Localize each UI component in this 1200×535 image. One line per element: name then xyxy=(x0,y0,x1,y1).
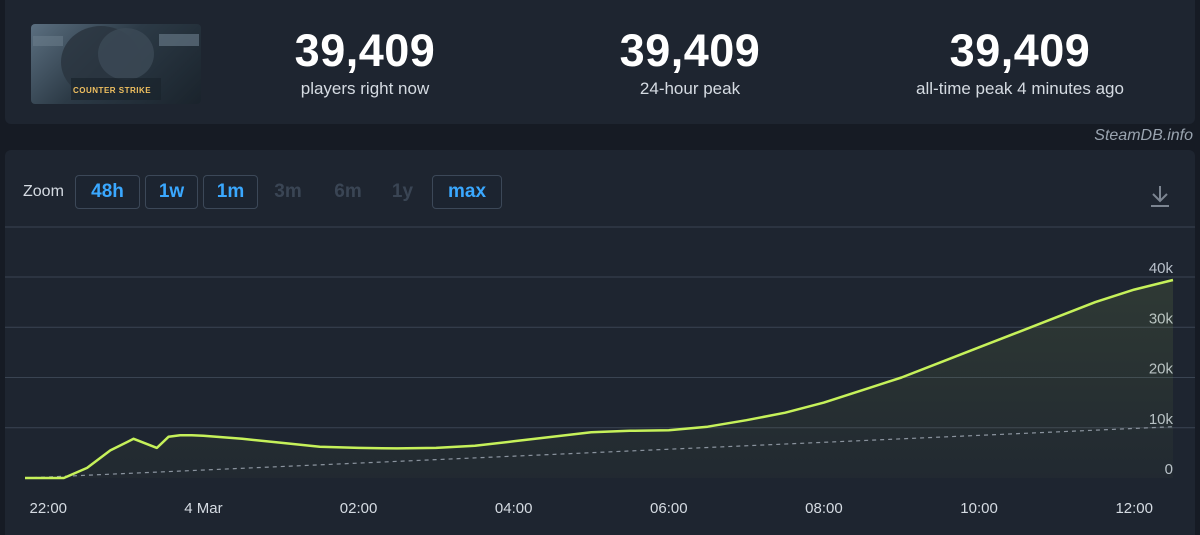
x-tick-label: 22:00 xyxy=(29,500,67,517)
x-tick-label: 06:00 xyxy=(650,500,688,517)
x-tick-label: 12:00 xyxy=(1115,500,1153,517)
download-icon[interactable] xyxy=(1149,184,1171,208)
stats-panel: COUNTER STRIKE 39,409 players right now … xyxy=(5,0,1195,124)
players-line xyxy=(25,278,1174,480)
stat-24h-peak: 39,409 24-hour peak xyxy=(585,26,795,100)
zoom-48h-button[interactable]: 48h xyxy=(75,175,140,209)
series-area xyxy=(25,280,1173,478)
player-count-chart[interactable]: 010k20k30k40k22:004 Mar02:0004:0006:0008… xyxy=(5,150,1195,535)
x-tick-label: 02:00 xyxy=(340,500,378,517)
zoom-label: Zoom xyxy=(23,183,64,200)
peak-24h-label: 24-hour peak xyxy=(639,79,741,98)
zoom-6m-button: 6m xyxy=(334,181,362,202)
stat-players-now: 39,409 players right now xyxy=(260,26,470,100)
chart-grid xyxy=(5,226,1195,429)
peak-24h-value: 39,409 xyxy=(619,25,761,76)
game-thumbnail[interactable]: COUNTER STRIKE xyxy=(31,24,201,104)
y-tick-label: 40k xyxy=(1149,260,1174,277)
all-time-peak-label: all-time peak 4 minutes ago xyxy=(916,79,1124,98)
x-tick-label: 10:00 xyxy=(960,500,998,517)
game-artwork xyxy=(33,26,199,100)
all-time-peak-value: 39,409 xyxy=(949,25,1091,76)
players-now-value: 39,409 xyxy=(294,25,436,76)
x-tick-label: 04:00 xyxy=(495,500,533,517)
game-logo-text: COUNTER STRIKE xyxy=(73,86,152,95)
steamdb-watermark[interactable]: SteamDB.info xyxy=(1094,127,1193,144)
chart-panel: Zoom 48h 1w 1m 3m 6m 1y max 010k20k30k40… xyxy=(5,150,1195,535)
x-tick-label: 08:00 xyxy=(805,500,843,517)
x-tick-label: 4 Mar xyxy=(184,500,222,517)
zoom-3m-button: 3m xyxy=(274,181,302,202)
chart-series xyxy=(24,278,1174,480)
zoom-1y-button: 1y xyxy=(391,181,414,202)
zoom-1w-button[interactable]: 1w xyxy=(145,175,198,209)
zoom-max-button[interactable]: max xyxy=(432,175,502,209)
stat-all-time-peak: 39,409 all-time peak 4 minutes ago xyxy=(885,26,1155,100)
players-now-label: players right now xyxy=(300,79,430,98)
zoom-1m-button[interactable]: 1m xyxy=(203,175,258,209)
